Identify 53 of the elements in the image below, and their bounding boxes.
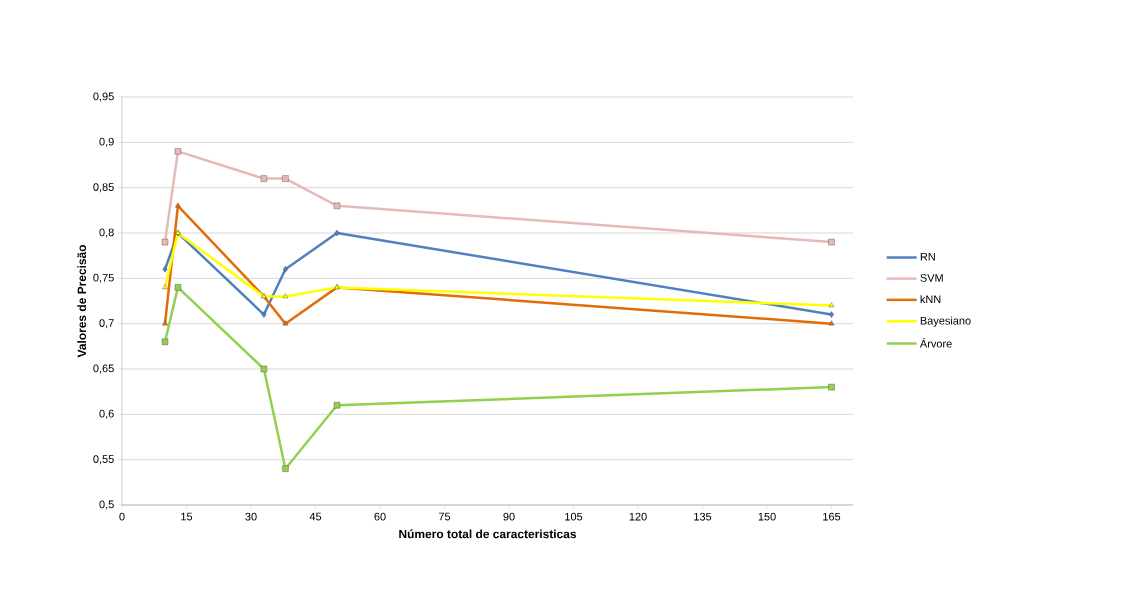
point — [828, 320, 835, 326]
y-tick-label: 0,85 — [93, 183, 114, 193]
point — [828, 302, 835, 308]
x-tick-label: 90 — [503, 512, 515, 521]
point — [174, 284, 182, 291]
point — [162, 320, 168, 326]
x-tick-label: 105 — [565, 512, 583, 521]
point — [161, 238, 169, 246]
y-tick-label: 0,95 — [93, 92, 114, 102]
point — [282, 293, 289, 299]
point — [828, 383, 835, 391]
y-tick-label: 0,5 — [99, 500, 114, 510]
x-tick-label: 45 — [309, 512, 322, 521]
y-tick-label: 0,55 — [93, 455, 114, 465]
point — [282, 175, 289, 182]
point — [174, 148, 182, 155]
y-tick-label: 0,6 — [99, 409, 114, 419]
x-tick-label: 60 — [374, 512, 386, 521]
point — [161, 338, 169, 345]
point — [282, 465, 289, 472]
x-tick-label: 15 — [181, 512, 193, 521]
point — [282, 320, 289, 326]
point — [162, 266, 168, 273]
point — [829, 311, 834, 318]
y-tick-label: 0,7 — [99, 319, 114, 329]
legend-label: Árvore — [919, 337, 952, 348]
x-tick-label: 0 — [119, 512, 125, 521]
point — [828, 238, 835, 246]
y-tick-label: 0,75 — [93, 273, 114, 283]
x-tick-label: 150 — [758, 512, 776, 521]
x-tick-label: 120 — [629, 512, 647, 521]
point — [261, 311, 267, 318]
point — [282, 266, 288, 273]
x-tick-label: 75 — [438, 512, 451, 521]
y-axis-title: Valores de Precisão — [77, 244, 87, 358]
legend-label: Bayesiano — [920, 316, 971, 327]
x-tick-label: 135 — [694, 512, 712, 521]
legend-label: SVM — [920, 274, 943, 282]
x-axis-title: Número total de caracteristicas — [399, 529, 577, 539]
y-tick-label: 0,65 — [93, 364, 114, 374]
legend-label: RN — [920, 253, 935, 261]
y-tick-label: 0,8 — [99, 228, 114, 238]
x-tick-label: 165 — [823, 512, 841, 521]
point — [333, 202, 341, 209]
legend-label: kNN — [920, 295, 941, 304]
y-tick-label: 0,9 — [99, 137, 114, 147]
point — [334, 229, 340, 237]
point — [175, 202, 181, 208]
point — [260, 175, 268, 182]
point — [162, 284, 168, 290]
point — [333, 402, 341, 409]
point — [260, 365, 268, 373]
x-tick-label: 30 — [245, 512, 257, 521]
